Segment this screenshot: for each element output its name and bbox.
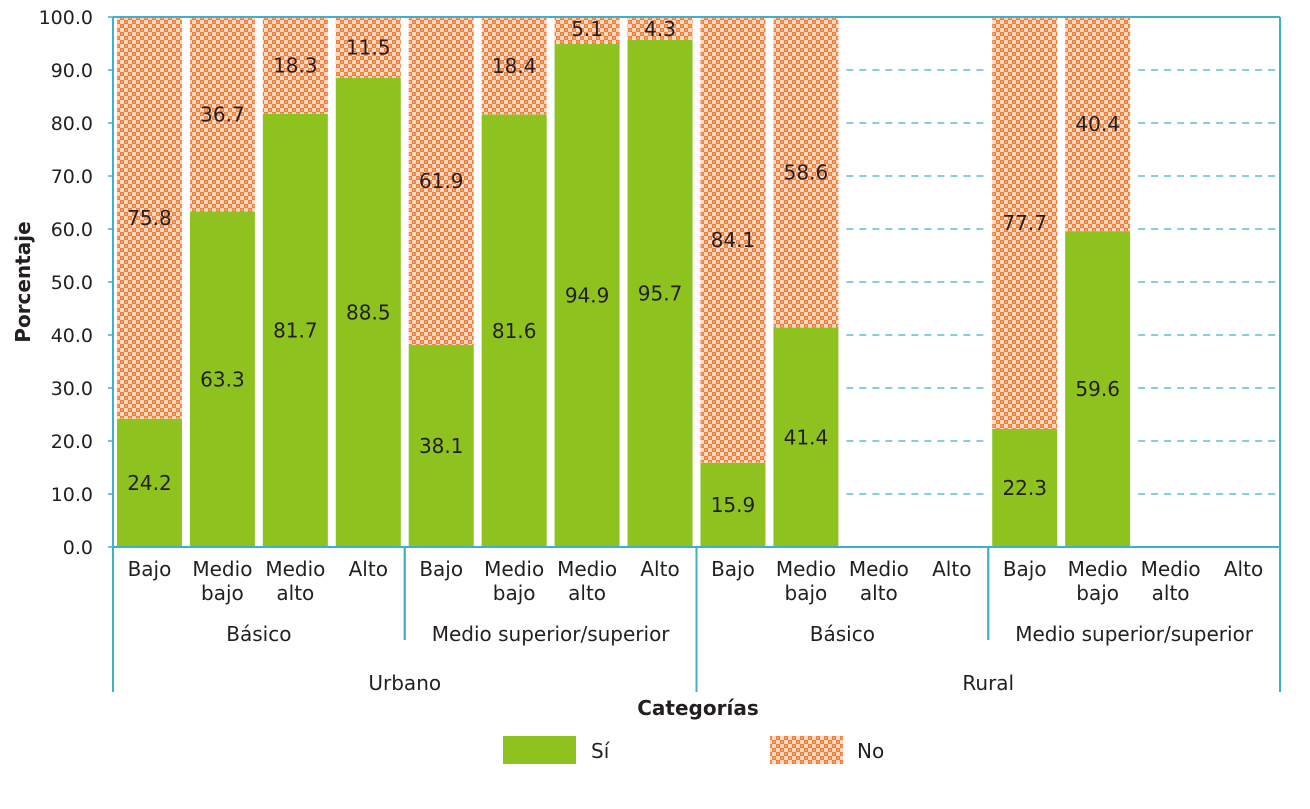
x-tick-label: Medio alto: [849, 557, 909, 605]
y-tick-label: 0.0: [63, 537, 93, 559]
data-label-si: 15.9: [711, 493, 756, 517]
data-label-si: 81.6: [492, 319, 537, 343]
data-label-si: 95.7: [638, 281, 683, 305]
bar-no: [189, 17, 255, 212]
bar-si: [773, 327, 839, 547]
bar-no: [554, 17, 620, 45]
bar-no: [627, 17, 693, 40]
x-tick-label: Alto: [349, 557, 388, 581]
data-label-no: 36.7: [200, 102, 245, 126]
y-tick-label: 90.0: [51, 60, 93, 82]
bar-no: [700, 17, 766, 463]
bar-no: [335, 17, 401, 78]
axes: [108, 16, 1281, 692]
tick-labels: 0.0 10.0 20.0 30.0 40.0 50.0 60.0 70.0 80.0 90.0 1…: [39, 7, 1264, 695]
y-tick-label: 30.0: [51, 378, 93, 400]
x-tick-label: Bajo: [128, 557, 172, 581]
group-label: Medio superior/superior: [1015, 622, 1254, 646]
supergroup-label: Rural: [962, 671, 1014, 695]
gridlines: [846, 69, 1276, 495]
legend-label-si: Sí: [591, 739, 611, 763]
bar-si: [554, 44, 620, 547]
data-label-no: 77.7: [1002, 211, 1047, 235]
y-tick-label: 10.0: [51, 484, 93, 506]
bar-si: [627, 39, 693, 547]
legend-label-no: No: [857, 739, 884, 763]
supergroup-label: Urbano: [368, 671, 441, 695]
bar-si: [1065, 231, 1131, 547]
x-tick-label: Medio bajo: [192, 557, 252, 605]
bar-no: [773, 17, 839, 328]
bar-si: [335, 77, 401, 547]
x-tick-label: Bajo: [419, 557, 463, 581]
data-label-no: 61.9: [419, 169, 464, 193]
data-label-no: 4.3: [644, 17, 676, 41]
group-label: Medio superior/superior: [432, 622, 671, 646]
y-axis-label: Porcentaje: [11, 221, 35, 342]
data-label-no: 18.3: [273, 53, 318, 77]
bar-si: [189, 211, 255, 547]
data-label-no: 5.1: [571, 17, 603, 41]
x-tick-label: Alto: [932, 557, 971, 581]
data-label-no: 84.1: [711, 228, 756, 252]
x-tick-label: Medio bajo: [776, 557, 836, 605]
bar-no: [116, 17, 182, 419]
bar-si: [262, 113, 328, 548]
bar-no: [408, 17, 474, 346]
y-tick-label: 40.0: [51, 325, 93, 347]
data-label-si: 59.6: [1075, 377, 1120, 401]
data-labels: 24.2 75.8 63.3 36.7 81.7 18.3 88.5 11.5 38.1 61.9…: [127, 17, 1120, 517]
bar-no: [262, 17, 328, 114]
group-label: Básico: [810, 622, 875, 646]
bar-si: [481, 114, 547, 548]
data-label-si: 81.7: [273, 318, 318, 342]
bars: [116, 17, 1131, 548]
y-tick-label: 100.0: [39, 7, 93, 29]
legend-swatch-si: [503, 736, 576, 764]
legend: Sí No: [503, 736, 884, 764]
data-label-no: 75.8: [127, 206, 172, 230]
bar-no: [1065, 17, 1131, 232]
data-label-no: 58.6: [784, 160, 829, 184]
x-tick-label: Medio bajo: [484, 557, 544, 605]
y-tick-label: 60.0: [51, 219, 93, 241]
x-tick-label: Alto: [640, 557, 679, 581]
data-label-si: 41.4: [784, 425, 829, 449]
bar-si: [116, 418, 182, 547]
x-tick-label: Bajo: [1003, 557, 1047, 581]
bar-si: [992, 428, 1058, 547]
data-label-si: 63.3: [200, 367, 245, 391]
x-axis-label: Categorías: [637, 696, 758, 720]
data-label-si: 24.2: [127, 471, 172, 495]
x-tick-label: Medio alto: [557, 557, 617, 605]
bar-si: [700, 462, 766, 547]
y-tick-label: 80.0: [51, 113, 93, 135]
data-label-si: 94.9: [565, 284, 610, 308]
bar-si: [408, 345, 474, 547]
bar-no: [992, 17, 1058, 429]
legend-swatch-no: [770, 736, 843, 764]
y-tick-label: 20.0: [51, 431, 93, 453]
data-label-si: 88.5: [346, 300, 391, 324]
data-label-no: 40.4: [1075, 112, 1120, 136]
x-tick-label: Medio alto: [265, 557, 325, 605]
bar-no: [481, 17, 547, 115]
x-tick-label: Bajo: [711, 557, 755, 581]
x-tick-label: Alto: [1224, 557, 1263, 581]
y-tick-label: 70.0: [51, 166, 93, 188]
data-label-no: 18.4: [492, 54, 537, 78]
x-tick-label: Medio bajo: [1068, 557, 1128, 605]
data-label-no: 11.5: [346, 35, 391, 59]
data-label-si: 38.1: [419, 434, 464, 458]
y-tick-label: 50.0: [51, 272, 93, 294]
group-label: Básico: [226, 622, 291, 646]
x-tick-label: Medio alto: [1141, 557, 1201, 605]
data-label-si: 22.3: [1002, 476, 1047, 500]
